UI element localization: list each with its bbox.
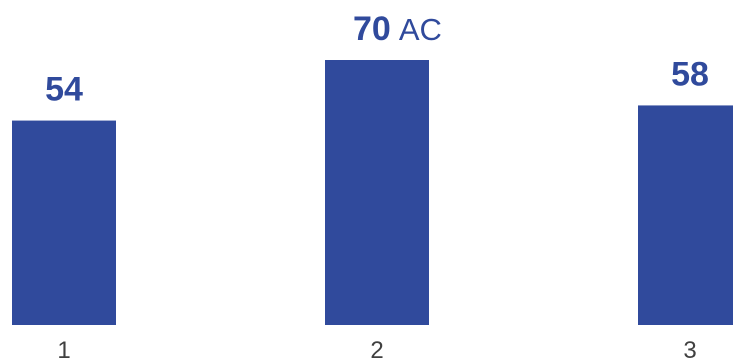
value-label-3: 58 [671,55,709,93]
bar-2 [325,60,429,325]
bar-3 [638,105,733,325]
value-number: 70 [353,10,391,48]
value-label-1: 54 [45,71,83,109]
bar-1 [12,120,116,325]
category-label-2: 2 [370,337,383,361]
value-labels-group: 54 70 AC 58 [45,10,709,109]
value-unit: AC [399,12,442,47]
value-label-2: 70 AC [353,10,442,48]
category-label-3: 3 [683,337,696,361]
category-labels-group: 1 2 3 [57,337,696,361]
category-label-1: 1 [57,337,70,361]
bars-group [12,60,733,325]
value-number: 58 [671,55,709,93]
value-number: 54 [45,71,83,109]
